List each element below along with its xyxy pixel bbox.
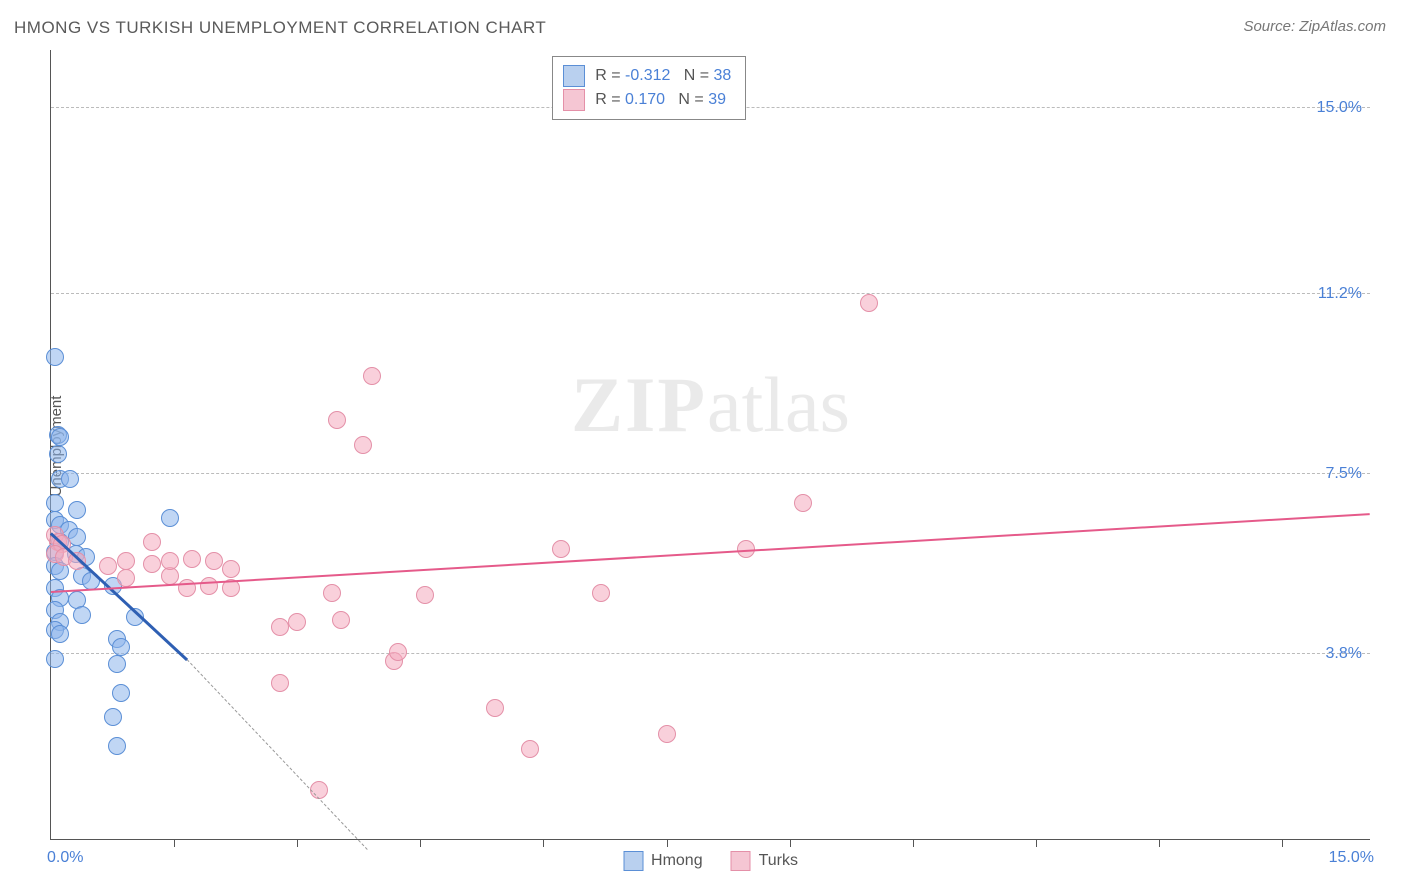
legend-row: R = 0.170 N = 39 xyxy=(563,89,731,111)
scatter-point xyxy=(51,428,69,446)
scatter-point xyxy=(143,555,161,573)
legend-swatch xyxy=(563,65,585,87)
scatter-point xyxy=(794,494,812,512)
gridline xyxy=(51,653,1370,654)
x-tick xyxy=(174,839,175,847)
chart-title: HMONG VS TURKISH UNEMPLOYMENT CORRELATIO… xyxy=(14,18,546,38)
scatter-point xyxy=(46,494,64,512)
scatter-point xyxy=(117,552,135,570)
scatter-point xyxy=(112,638,130,656)
x-tick xyxy=(297,839,298,847)
legend-label: Turks xyxy=(759,852,798,870)
scatter-point xyxy=(68,501,86,519)
scatter-point xyxy=(323,584,341,602)
scatter-point xyxy=(161,509,179,527)
scatter-point xyxy=(73,606,91,624)
legend-swatch xyxy=(563,89,585,111)
scatter-point xyxy=(51,625,69,643)
trend-line xyxy=(51,513,1370,593)
x-tick xyxy=(1036,839,1037,847)
legend-item: Turks xyxy=(731,851,798,871)
x-tick xyxy=(420,839,421,847)
x-tick xyxy=(913,839,914,847)
legend-text: R = -0.312 N = 38 xyxy=(595,67,731,85)
scatter-point xyxy=(521,740,539,758)
scatter-point xyxy=(363,367,381,385)
y-tick-label: 3.8% xyxy=(1320,645,1362,663)
x-axis-label: 0.0% xyxy=(47,849,83,867)
legend-label: Hmong xyxy=(651,852,703,870)
scatter-point xyxy=(271,674,289,692)
legend-swatch xyxy=(623,851,643,871)
x-axis-label: 15.0% xyxy=(1329,849,1374,867)
legend-item: Hmong xyxy=(623,851,703,871)
scatter-point xyxy=(222,560,240,578)
correlation-legend: R = -0.312 N = 38 R = 0.170 N = 39 xyxy=(552,56,746,120)
scatter-point xyxy=(143,533,161,551)
series-legend: Hmong Turks xyxy=(623,851,798,871)
scatter-point xyxy=(310,781,328,799)
scatter-point xyxy=(183,550,201,568)
scatter-point xyxy=(416,586,434,604)
scatter-point xyxy=(332,611,350,629)
scatter-point xyxy=(117,569,135,587)
scatter-point xyxy=(271,618,289,636)
scatter-point xyxy=(61,470,79,488)
legend-row: R = -0.312 N = 38 xyxy=(563,65,731,87)
y-tick-label: 15.0% xyxy=(1311,99,1362,117)
scatter-point xyxy=(161,552,179,570)
scatter-point xyxy=(354,436,372,454)
y-tick-label: 7.5% xyxy=(1320,465,1362,483)
x-tick xyxy=(790,839,791,847)
scatter-point xyxy=(46,650,64,668)
plot-area: ZIPatlas 3.8%7.5%11.2%15.0%0.0%15.0%R = … xyxy=(50,50,1370,840)
scatter-point xyxy=(860,294,878,312)
scatter-point xyxy=(108,655,126,673)
scatter-point xyxy=(389,643,407,661)
scatter-point xyxy=(49,445,67,463)
scatter-point xyxy=(592,584,610,602)
scatter-point xyxy=(658,725,676,743)
legend-text: R = 0.170 N = 39 xyxy=(595,91,726,109)
y-tick-label: 11.2% xyxy=(1312,285,1362,303)
scatter-point xyxy=(99,557,117,575)
scatter-point xyxy=(104,708,122,726)
x-tick xyxy=(543,839,544,847)
scatter-point xyxy=(552,540,570,558)
scatter-point xyxy=(112,684,130,702)
scatter-point xyxy=(200,577,218,595)
source-attribution: Source: ZipAtlas.com xyxy=(1243,18,1386,35)
watermark: ZIPatlas xyxy=(571,360,850,450)
scatter-point xyxy=(68,528,86,546)
scatter-point xyxy=(328,411,346,429)
scatter-point xyxy=(205,552,223,570)
chart-container: HMONG VS TURKISH UNEMPLOYMENT CORRELATIO… xyxy=(0,0,1406,892)
x-tick xyxy=(1282,839,1283,847)
gridline xyxy=(51,473,1370,474)
scatter-point xyxy=(288,613,306,631)
scatter-point xyxy=(486,699,504,717)
legend-swatch xyxy=(731,851,751,871)
scatter-point xyxy=(46,348,64,366)
x-tick xyxy=(667,839,668,847)
scatter-point xyxy=(108,737,126,755)
gridline xyxy=(51,293,1370,294)
x-tick xyxy=(1159,839,1160,847)
